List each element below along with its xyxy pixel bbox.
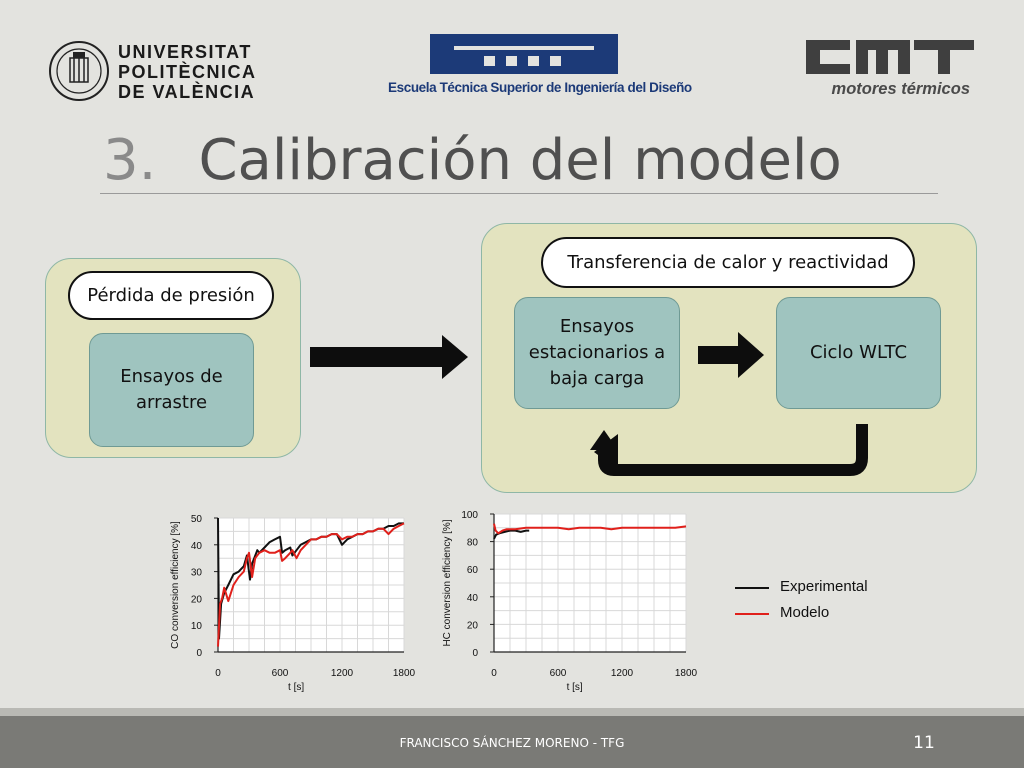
chart1-series-modelo (217, 522, 405, 647)
university-name-line3: DE VALÈNCIA (118, 82, 256, 102)
chart1-y-axis-label: CO conversion efficiency [%] (170, 521, 181, 649)
chart1-y-tick-label: 10 (191, 621, 203, 632)
section-number: 3. (103, 128, 157, 193)
chart1-x-tick-label: 600 (272, 668, 289, 679)
chart2-y-tick-label: 40 (467, 593, 479, 604)
title-divider (100, 193, 938, 194)
legend-swatch-modelo (735, 613, 769, 615)
chart1-y-tick-label: 0 (196, 648, 202, 659)
steady-tests-box: Ensayos estacionarios a baja carga (514, 297, 680, 409)
university-name: UNIVERSITAT POLITÈCNICA DE VALÈNCIA (118, 42, 257, 102)
chart1-y-tick-label: 50 (191, 514, 203, 525)
chart1-x-axis-label: t [s] (288, 682, 304, 693)
drag-tests-box: Ensayos de arrastre (89, 333, 254, 447)
institute-mark-icon (806, 40, 974, 74)
chart1-y-tick-label: 20 (191, 594, 203, 605)
page-number: 11 (913, 733, 935, 753)
chart2-y-tick-label: 80 (467, 538, 479, 549)
feedback-arrow-icon (590, 424, 868, 476)
university-name-line2: POLITÈCNICA (118, 62, 257, 82)
chart2-x-tick-label: 600 (550, 668, 567, 679)
chart2-series-modelo (493, 523, 687, 535)
right-arrow-icon (310, 335, 468, 379)
legend-label-modelo: Modelo (780, 604, 830, 621)
footer-author: FRANCISCO SÁNCHEZ MORENO - TFG (399, 736, 625, 750)
chart1-x-tick-label: 1200 (331, 668, 354, 679)
chart2-x-tick-label: 1800 (675, 668, 698, 679)
drag-tests-text: Ensayos de arrastre (120, 366, 223, 413)
chart1-x-tick-label: 0 (215, 668, 221, 679)
chart1-x-tick-label: 1800 (393, 668, 416, 679)
institute-name: motores térmicos (831, 80, 970, 98)
chart2-y-tick-label: 100 (461, 510, 478, 521)
institute-logo: motores térmicos (798, 36, 976, 102)
school-mark-icon (430, 30, 618, 74)
chart-legend: Experimental Modelo (733, 576, 903, 626)
chart2-y-tick-label: 0 (472, 648, 478, 659)
school-logo: Escuela Técnica Superior de Ingeniería d… (388, 30, 692, 102)
university-name-line1: UNIVERSITAT (118, 42, 252, 62)
hc-efficiency-chart: 0 20 40 60 80 100 0 600 1200 1800 t [s] HC conversi… (442, 510, 698, 693)
small-right-arrow-icon (698, 332, 764, 378)
wltc-cycle-text: Ciclo WLTC (809, 342, 908, 363)
legend-label-experimental: Experimental (780, 578, 868, 595)
steady-tests-text: Ensayos estacionarios a baja carga (528, 316, 666, 389)
wltc-cycle-box: Ciclo WLTC (776, 297, 941, 409)
school-name: Escuela Técnica Superior de Ingeniería d… (388, 80, 692, 95)
chart2-y-axis-label: HC conversion efficiency [%] (442, 519, 453, 646)
chart2-y-tick-label: 20 (467, 620, 479, 631)
chart2-x-axis-label: t [s] (567, 682, 583, 693)
section-title: Calibración del modelo (198, 128, 842, 193)
chart2-x-tick-label: 1200 (611, 668, 634, 679)
heat-transfer-label: Transferencia de calor y reactividad (541, 237, 915, 288)
co-efficiency-chart: 0 10 20 30 40 50 0 600 1200 1800 t [s] CO conversio… (170, 514, 416, 693)
page-title: 3. Calibración del modelo (103, 128, 842, 193)
chart1-y-tick-label: 40 (191, 541, 203, 552)
legend-swatch-experimental (735, 587, 769, 589)
university-seal-icon (49, 41, 109, 101)
chart2-y-tick-label: 60 (467, 565, 479, 576)
chart1-y-tick-label: 30 (191, 568, 203, 579)
footer-strip (0, 708, 1024, 716)
footer-bar (0, 716, 1024, 768)
university-logo: UNIVERSITAT POLITÈCNICA DE VALÈNCIA (48, 40, 255, 104)
chart2-series-experimental (493, 529, 530, 540)
chart2-x-tick-label: 0 (491, 668, 497, 679)
pressure-loss-label: Pérdida de presión (68, 271, 274, 320)
